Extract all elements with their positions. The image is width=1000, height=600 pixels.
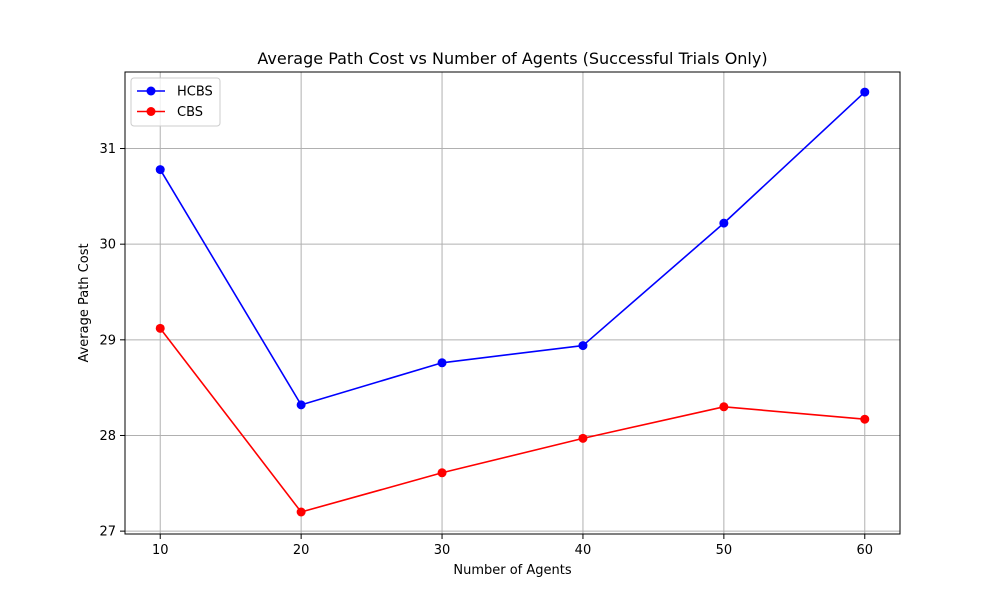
data-point-cbs [437, 468, 447, 478]
data-point-hcbs [155, 165, 165, 175]
data-point-hcbs [860, 87, 870, 97]
x-tick-label: 20 [293, 543, 310, 558]
series-line-hcbs [159, 91, 866, 406]
legend: HCBS CBS [130, 77, 221, 127]
legend-swatch-marker [146, 86, 156, 96]
data-point-cbs [719, 402, 729, 412]
y-tick-label: 28 [99, 429, 116, 444]
legend-label: HCBS [177, 85, 213, 100]
data-point-hcbs [296, 400, 306, 410]
legend-item-hcbs: HCBS [137, 85, 213, 100]
x-axis-label: Number of Agents [453, 563, 571, 578]
x-tick-label: 10 [152, 543, 169, 558]
legend-label: CBS [177, 105, 203, 120]
y-tick-label: 29 [99, 333, 116, 348]
series-layer [155, 87, 870, 517]
grid [125, 72, 900, 534]
data-point-hcbs [578, 341, 588, 351]
x-tick-label: 50 [716, 543, 733, 558]
series-cbs [155, 323, 870, 517]
series-line-cbs [159, 327, 865, 513]
plot-area-frame [124, 71, 901, 535]
y-tick-label: 31 [99, 142, 116, 157]
axis-ticks: 10 20 30 40 50 60 27 28 29 30 31 [99, 142, 873, 558]
data-point-cbs [578, 433, 588, 443]
series-hcbs [155, 87, 870, 410]
legend-item-cbs: CBS [137, 105, 203, 120]
data-point-hcbs [719, 218, 729, 228]
x-tick-label: 40 [575, 543, 592, 558]
chart-title: Average Path Cost vs Number of Agents (S… [257, 49, 767, 68]
y-tick-label: 30 [99, 238, 116, 253]
data-point-hcbs [437, 358, 447, 368]
y-axis-label: Average Path Cost [77, 243, 92, 362]
data-point-cbs [155, 323, 165, 333]
x-tick-label: 60 [856, 543, 873, 558]
data-point-cbs [296, 507, 306, 517]
y-tick-label: 27 [99, 525, 116, 540]
x-tick-label: 30 [434, 543, 451, 558]
legend-swatch-marker [146, 107, 156, 116]
data-point-cbs [860, 414, 870, 424]
